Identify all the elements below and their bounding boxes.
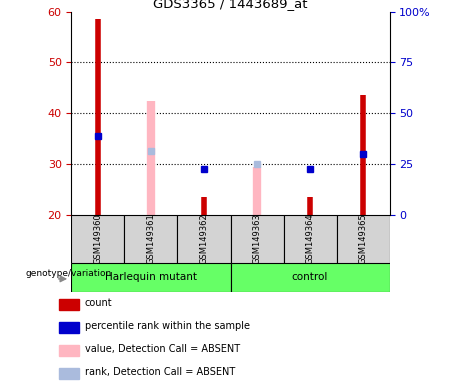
Bar xyxy=(71,263,230,292)
Text: GSM149364: GSM149364 xyxy=(306,214,314,265)
Text: control: control xyxy=(292,272,328,283)
Text: genotype/variation: genotype/variation xyxy=(25,270,111,278)
Bar xyxy=(177,215,230,263)
Bar xyxy=(59,345,79,356)
Bar xyxy=(284,215,337,263)
Bar xyxy=(59,322,79,333)
Text: Harlequin mutant: Harlequin mutant xyxy=(105,272,197,283)
Text: value, Detection Call = ABSENT: value, Detection Call = ABSENT xyxy=(85,344,240,354)
Text: percentile rank within the sample: percentile rank within the sample xyxy=(85,321,250,331)
Text: GSM149360: GSM149360 xyxy=(94,214,102,265)
Bar xyxy=(59,299,79,310)
Bar xyxy=(337,215,390,263)
Text: count: count xyxy=(85,298,112,308)
Text: GSM149362: GSM149362 xyxy=(200,214,208,265)
Text: GSM149363: GSM149363 xyxy=(253,214,261,265)
Bar xyxy=(124,215,177,263)
Title: GDS3365 / 1443689_at: GDS3365 / 1443689_at xyxy=(153,0,308,10)
Bar xyxy=(59,368,79,379)
Bar xyxy=(71,215,124,263)
Text: GSM149365: GSM149365 xyxy=(359,214,367,265)
Text: rank, Detection Call = ABSENT: rank, Detection Call = ABSENT xyxy=(85,367,235,377)
Bar xyxy=(230,263,390,292)
Text: GSM149361: GSM149361 xyxy=(147,214,155,265)
Bar xyxy=(230,215,284,263)
